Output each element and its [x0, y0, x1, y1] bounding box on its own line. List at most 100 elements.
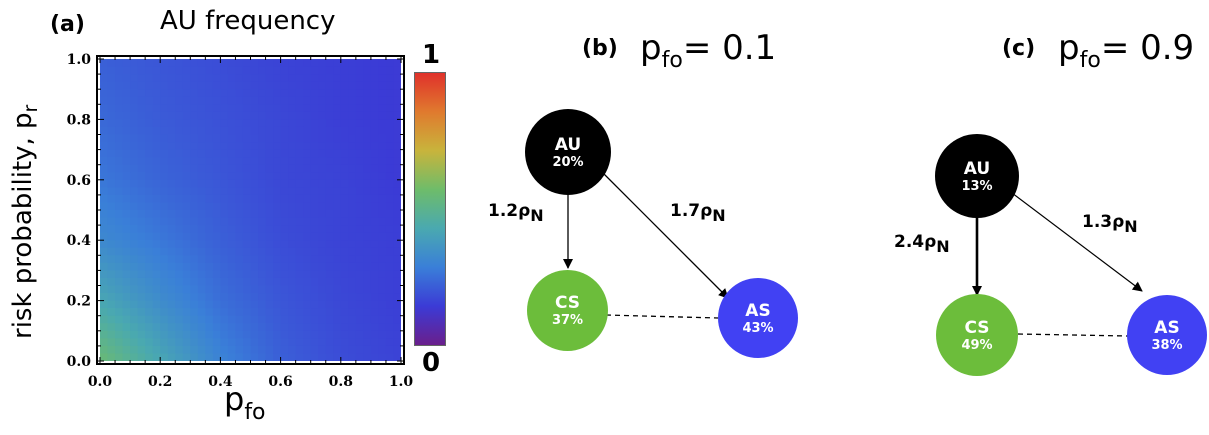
heatmap-cell: [145, 300, 154, 309]
heatmap-cell: [318, 277, 327, 287]
heatmap-cell: [348, 187, 357, 196]
rate-sub: N: [936, 237, 950, 256]
heatmap-cell: [190, 232, 199, 241]
heatmap-cell: [145, 96, 154, 105]
heatmap-cell: [100, 157, 109, 166]
heatmap-cell: [370, 179, 380, 188]
heatmap-cell: [355, 172, 364, 181]
heatmap-cell: [303, 225, 312, 234]
y-tick-label: 0.8: [67, 112, 91, 128]
heatmap-cell: [182, 142, 191, 151]
heatmap-cell: [288, 104, 297, 113]
heatmap-cells: [100, 59, 401, 361]
heatmap-cell: [370, 89, 380, 98]
heatmap-cell: [378, 240, 387, 249]
heatmap-cell: [205, 89, 214, 98]
heatmap-cell: [393, 126, 401, 136]
heatmap-cell: [310, 66, 319, 75]
heatmap-cell: [393, 157, 401, 166]
heatmap-cell: [235, 111, 244, 120]
heatmap-cell: [250, 164, 259, 173]
heatmap-cell: [107, 164, 116, 173]
heatmap-cell: [348, 126, 357, 136]
heatmap-cell: [152, 89, 161, 98]
heatmap-cell: [107, 217, 116, 226]
heatmap-cell: [167, 202, 176, 211]
heatmap-cell: [242, 149, 252, 158]
heatmap-cell: [212, 157, 222, 166]
x-tick-label: 0.2: [148, 374, 172, 390]
heatmap-cell: [303, 126, 312, 136]
heatmap-cell: [175, 134, 184, 143]
heatmap-cell: [137, 179, 146, 188]
rate-symbol: ρ: [700, 201, 713, 221]
heatmap-cell: [190, 202, 199, 211]
heatmap-cell: [212, 330, 222, 339]
heatmap-cell: [122, 323, 131, 332]
heatmap-cell: [333, 157, 342, 166]
heatmap-cell: [340, 126, 349, 136]
heatmap-cell: [235, 338, 244, 347]
heatmap-cell: [145, 277, 154, 287]
heatmap-cell: [130, 270, 139, 279]
heatmap-cell: [220, 126, 229, 136]
heatmap-cell: [340, 315, 349, 324]
heatmap-cell: [107, 194, 116, 204]
heatmap-cell: [385, 59, 395, 68]
heatmap-cell: [303, 119, 312, 128]
heatmap-cell: [242, 300, 252, 309]
heatmap-cell: [130, 308, 139, 317]
heatmap-cell: [205, 172, 214, 181]
heatmap-cell: [370, 126, 380, 136]
heatmap-cell: [250, 315, 259, 324]
heatmap-cell: [355, 210, 364, 219]
heatmap-cell: [190, 255, 199, 264]
heatmap-cell: [107, 225, 116, 234]
heatmap-cell: [258, 104, 267, 113]
heatmap-cell: [348, 293, 357, 302]
heatmap-cell: [325, 179, 334, 188]
heatmap-cell: [370, 66, 380, 75]
heatmap-cell: [250, 232, 259, 241]
heatmap-cell: [318, 89, 327, 98]
heatmap-cell: [107, 323, 116, 332]
heatmap-cell: [137, 104, 146, 113]
heatmap-cell: [325, 111, 334, 120]
heatmap-cell: [348, 255, 357, 264]
rate-coef: 1.2: [488, 201, 519, 221]
heatmap-cell: [385, 187, 395, 196]
heatmap-cell: [145, 66, 154, 75]
heatmap-cell: [122, 338, 131, 347]
heatmap-cell: [318, 194, 327, 204]
heatmap-cell: [378, 179, 387, 188]
heatmap-cell: [122, 164, 131, 173]
heatmap-cell: [160, 81, 169, 90]
heatmap-cell: [303, 353, 312, 361]
heatmap-cell: [182, 285, 191, 294]
heatmap-cell: [303, 89, 312, 98]
heatmap-cell: [152, 345, 161, 355]
heatmap-cell: [280, 240, 289, 249]
heatmap-cell: [385, 225, 395, 234]
heatmap-cell: [190, 134, 199, 143]
heatmap-cell: [273, 104, 282, 113]
heatmap-cell: [333, 164, 342, 173]
heatmap-cell: [303, 345, 312, 355]
heatmap-cell: [175, 104, 184, 113]
heatmap-cell: [115, 247, 124, 256]
heatmap-cell: [355, 202, 364, 211]
heatmap-cell: [197, 89, 206, 98]
heatmap-cell: [280, 96, 289, 105]
heatmap-cell: [107, 149, 116, 158]
heatmap-cell: [318, 149, 327, 158]
heatmap-cell: [115, 262, 124, 271]
heatmap-cell: [303, 240, 312, 249]
heatmap-cell: [265, 126, 274, 136]
heatmap-cell: [182, 217, 191, 226]
heatmap-cell: [370, 96, 380, 105]
heatmap-cell: [227, 157, 237, 166]
heatmap-cell: [235, 134, 244, 143]
heatmap-cell: [355, 232, 364, 241]
heatmap-cell: [175, 315, 184, 324]
heatmap-cell: [107, 172, 116, 181]
